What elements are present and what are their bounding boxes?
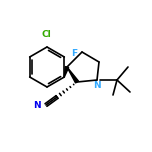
- Text: N: N: [33, 102, 41, 111]
- Polygon shape: [64, 67, 69, 77]
- Text: N: N: [93, 81, 101, 90]
- Text: Cl: Cl: [41, 30, 51, 39]
- Text: F: F: [71, 48, 78, 57]
- Polygon shape: [67, 67, 78, 83]
